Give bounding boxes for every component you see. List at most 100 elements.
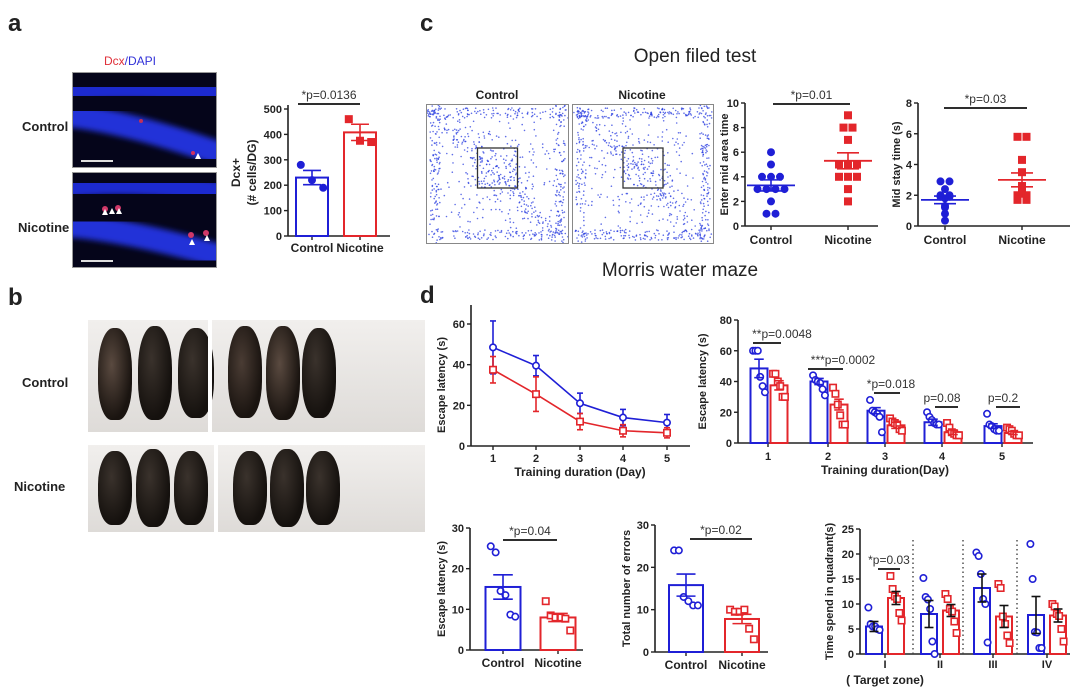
- track-dot: [538, 215, 541, 217]
- track-dot: [431, 124, 434, 127]
- track-dot: [558, 215, 560, 217]
- track-dot: [498, 174, 500, 177]
- track-dot: [709, 236, 711, 239]
- track-dot: [703, 170, 706, 172]
- track-dot: [706, 229, 708, 232]
- track-dot: [586, 120, 588, 122]
- track-dot: [662, 234, 665, 236]
- track-dot: [576, 151, 578, 153]
- track-dot: [647, 212, 650, 214]
- track-dot: [476, 206, 478, 209]
- mice-photo-control: [88, 320, 425, 432]
- data-point-nicotine: [1059, 637, 1068, 646]
- track-dot: [704, 179, 707, 181]
- track-dot: [520, 205, 523, 208]
- track-dot: [485, 163, 488, 166]
- track-dot: [474, 159, 477, 161]
- track-dot: [650, 237, 653, 240]
- track-dot: [598, 123, 601, 126]
- track-dot: [710, 233, 713, 235]
- data-point-control: [926, 604, 935, 613]
- track-dot: [482, 109, 485, 111]
- track-dot: [464, 107, 467, 110]
- track-dot: [661, 131, 664, 133]
- track-dot: [621, 229, 624, 232]
- track-dot: [554, 232, 556, 234]
- track-dot: [623, 231, 626, 234]
- track-dot: [594, 229, 596, 231]
- track-dot: [524, 193, 526, 195]
- track-dot: [509, 233, 512, 236]
- data-point-control: [491, 548, 500, 557]
- track-dot: [454, 203, 456, 206]
- data-point-nicotine: [541, 597, 550, 606]
- data-point-nicotine: [836, 411, 845, 420]
- track-dot: [473, 143, 476, 146]
- track-dot: [558, 144, 560, 147]
- track-dot: [558, 200, 561, 203]
- track-dot: [483, 111, 485, 114]
- data-point-nicotine: [618, 426, 627, 435]
- y-tick-label: 15: [842, 574, 854, 586]
- data-point-control: [757, 172, 766, 181]
- track-dot: [675, 236, 677, 239]
- track-dot: [599, 196, 601, 198]
- track-dot: [666, 171, 668, 174]
- track-dot: [436, 230, 439, 233]
- track-dot: [609, 145, 612, 148]
- track-dot: [444, 108, 446, 110]
- data-point-control: [866, 395, 875, 404]
- track-dot: [522, 217, 524, 220]
- track-dot: [668, 192, 670, 195]
- track-dot: [575, 142, 578, 145]
- track-dot: [501, 177, 504, 179]
- track-dot: [673, 144, 676, 146]
- track-dot: [466, 115, 468, 118]
- track-dot: [524, 172, 527, 174]
- track-dot: [435, 193, 438, 196]
- track-dot: [663, 179, 666, 182]
- track-dot: [640, 149, 642, 152]
- track-dot: [686, 185, 689, 187]
- track-dot: [683, 222, 686, 225]
- track-dot: [680, 108, 683, 111]
- track-dot: [436, 112, 438, 115]
- track-dot: [670, 112, 673, 115]
- track-dot: [653, 192, 656, 195]
- track-dot: [539, 117, 542, 120]
- track-dot: [530, 238, 532, 241]
- track-dot: [493, 180, 496, 183]
- track-dot: [554, 240, 556, 242]
- track-dot: [562, 238, 565, 241]
- y-tick-label: 10: [637, 605, 649, 617]
- data-point-control: [1033, 628, 1042, 637]
- track-dot: [506, 116, 509, 118]
- track-dot: [612, 154, 614, 156]
- track-dot: [707, 189, 709, 191]
- track-dot: [658, 219, 661, 222]
- track-dot: [579, 210, 582, 212]
- y-axis-label: Enter mid area time: [719, 113, 731, 215]
- track-dot: [434, 169, 437, 171]
- track-dot: [466, 147, 469, 149]
- track-dot: [555, 142, 558, 145]
- track-dot: [655, 195, 658, 197]
- track-dot: [497, 229, 499, 232]
- track-dot: [438, 236, 440, 238]
- track-dot: [555, 123, 558, 126]
- track-dot: [608, 237, 610, 240]
- track-dot: [587, 233, 589, 235]
- track-dot: [683, 112, 685, 114]
- track-dot: [440, 231, 442, 233]
- track-dot: [479, 164, 481, 167]
- track-dot: [436, 159, 438, 161]
- track-dot: [656, 107, 659, 109]
- track-dot: [467, 135, 470, 138]
- track-dot: [699, 133, 701, 135]
- track-dot: [507, 107, 510, 110]
- track-dot: [543, 182, 546, 184]
- track-dot: [594, 126, 597, 128]
- track-dot: [531, 183, 534, 185]
- track-dot: [706, 157, 708, 159]
- track-dot: [428, 115, 431, 118]
